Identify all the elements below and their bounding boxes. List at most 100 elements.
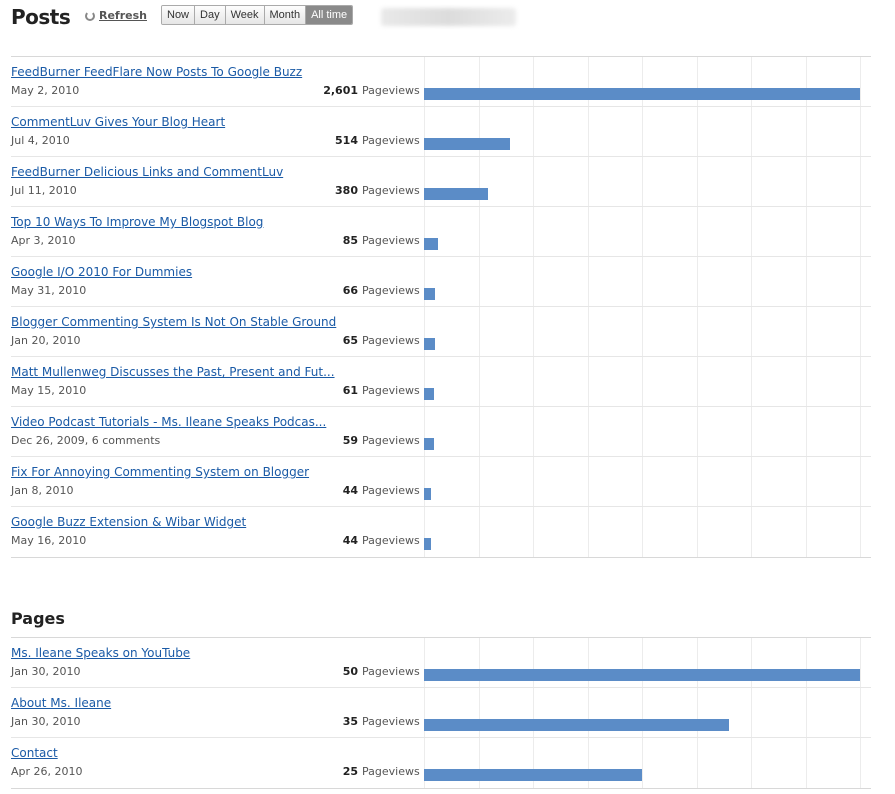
range-week-button[interactable]: Week	[225, 6, 265, 24]
pageview-count: 25	[342, 765, 358, 778]
pageview-bar	[424, 138, 510, 150]
pages-title: Pages	[11, 609, 65, 628]
list-item: Google I/O 2010 For Dummies May 31, 2010 6…	[11, 257, 871, 307]
pageview-bar	[424, 238, 438, 250]
chart-grid	[423, 257, 871, 306]
item-title-link[interactable]: Contact	[11, 746, 58, 760]
pageview-bar	[424, 488, 431, 500]
list-item: Video Podcast Tutorials - Ms. Ileane Spe…	[11, 407, 871, 457]
item-date: Jan 30, 2010	[11, 665, 81, 678]
list-item: About Ms. Ileane Jan 30, 2010 35 Pageviews	[11, 688, 871, 738]
pageview-count: 65	[342, 334, 358, 347]
list-item: FeedBurner FeedFlare Now Posts To Google…	[11, 57, 871, 107]
chart-grid	[423, 57, 871, 106]
item-date: Dec 26, 2009, 6 comments	[11, 434, 161, 447]
pageview-bar	[424, 88, 860, 100]
pageview-unit-label: Pageviews	[362, 665, 420, 678]
pageview-count: 44	[342, 534, 358, 547]
pageview-count: 50	[342, 665, 358, 678]
item-date: Jan 8, 2010	[11, 484, 74, 497]
range-day-button[interactable]: Day	[195, 6, 226, 24]
item-title-link[interactable]: Fix For Annoying Commenting System on Bl…	[11, 465, 310, 479]
item-title-link[interactable]: Google Buzz Extension & Wibar Widget	[11, 515, 247, 529]
pageview-unit-label: Pageviews	[362, 134, 420, 147]
item-date: Jul 11, 2010	[11, 184, 77, 197]
pageview-unit-label: Pageviews	[362, 434, 420, 447]
blurred-element	[381, 8, 516, 26]
chart-grid	[423, 688, 871, 737]
pageview-unit-label: Pageviews	[362, 284, 420, 297]
item-date: May 15, 2010	[11, 384, 87, 397]
pageview-count: 35	[342, 715, 358, 728]
pageview-bar	[424, 288, 435, 300]
posts-list: FeedBurner FeedFlare Now Posts To Google…	[11, 56, 871, 558]
item-title-link[interactable]: Matt Mullenweg Discusses the Past, Prese…	[11, 365, 335, 379]
item-title-link[interactable]: Blogger Commenting System Is Not On Stab…	[11, 315, 337, 329]
pageview-unit-label: Pageviews	[362, 484, 420, 497]
list-item: Fix For Annoying Commenting System on Bl…	[11, 457, 871, 507]
chart-grid	[423, 157, 871, 206]
pageview-unit-label: Pageviews	[362, 534, 420, 547]
refresh-label: Refresh	[99, 9, 147, 22]
item-date: May 31, 2010	[11, 284, 87, 297]
pageview-unit-label: Pageviews	[362, 234, 420, 247]
item-title-link[interactable]: CommentLuv Gives Your Blog Heart	[11, 115, 226, 129]
list-item: FeedBurner Delicious Links and CommentLu…	[11, 157, 871, 207]
pageview-unit-label: Pageviews	[362, 184, 420, 197]
pageview-count: 514	[335, 134, 358, 147]
chart-grid	[423, 207, 871, 256]
pageview-count: 380	[335, 184, 358, 197]
item-title-link[interactable]: About Ms. Ileane	[11, 696, 112, 710]
pageview-bar	[424, 669, 860, 681]
refresh-button[interactable]: Refresh	[85, 9, 147, 22]
item-title-link[interactable]: Top 10 Ways To Improve My Blogspot Blog	[11, 215, 264, 229]
range-month-button[interactable]: Month	[264, 6, 307, 24]
item-title-link[interactable]: FeedBurner Delicious Links and CommentLu…	[11, 165, 284, 179]
range-all-time-button[interactable]: All time	[306, 6, 353, 24]
item-title-link[interactable]: Google I/O 2010 For Dummies	[11, 265, 193, 279]
pages-list: Ms. Ileane Speaks on YouTube Jan 30, 2010…	[11, 637, 871, 789]
refresh-icon	[85, 10, 95, 21]
list-item: Google Buzz Extension & Wibar Widget May …	[11, 507, 871, 557]
pageview-count: 2,601	[323, 84, 358, 97]
pageview-count: 44	[342, 484, 358, 497]
time-range-selector: Now Day Week Month All time	[161, 5, 354, 25]
pageview-unit-label: Pageviews	[362, 334, 420, 347]
pageview-unit-label: Pageviews	[362, 715, 420, 728]
item-date: Apr 3, 2010	[11, 234, 76, 247]
pageview-bar	[424, 338, 435, 350]
list-item: Contact Apr 26, 2010 25 Pageviews	[11, 738, 871, 788]
pageview-unit-label: Pageviews	[362, 84, 420, 97]
item-title-link[interactable]: Video Podcast Tutorials - Ms. Ileane Spe…	[11, 415, 327, 429]
pageview-bar	[424, 538, 431, 550]
pageview-bar	[424, 438, 434, 450]
pageview-unit-label: Pageviews	[362, 765, 420, 778]
pageview-bar	[424, 388, 434, 400]
item-title-link[interactable]: Ms. Ileane Speaks on YouTube	[11, 646, 191, 660]
pageview-bar	[424, 188, 488, 200]
pageview-count: 61	[342, 384, 358, 397]
pageview-bar	[424, 769, 642, 781]
chart-grid	[423, 407, 871, 456]
list-item: CommentLuv Gives Your Blog Heart Jul 4, 2…	[11, 107, 871, 157]
chart-grid	[423, 107, 871, 156]
list-item: Matt Mullenweg Discusses the Past, Prese…	[11, 357, 871, 407]
item-date: Jul 4, 2010	[11, 134, 70, 147]
pageview-count: 59	[342, 434, 358, 447]
list-item: Blogger Commenting System Is Not On Stab…	[11, 307, 871, 357]
chart-grid	[423, 507, 871, 557]
chart-grid	[423, 457, 871, 506]
range-now-button[interactable]: Now	[162, 6, 196, 24]
item-date: Apr 26, 2010	[11, 765, 83, 778]
pageview-unit-label: Pageviews	[362, 384, 420, 397]
item-date: Jan 30, 2010	[11, 715, 81, 728]
chart-grid	[423, 307, 871, 356]
list-item: Top 10 Ways To Improve My Blogspot Blog A…	[11, 207, 871, 257]
chart-grid	[423, 357, 871, 406]
posts-title: Posts	[11, 5, 71, 29]
item-title-link[interactable]: FeedBurner FeedFlare Now Posts To Google…	[11, 65, 303, 79]
item-date: Jan 20, 2010	[11, 334, 81, 347]
chart-grid	[423, 638, 871, 687]
pageview-count: 66	[342, 284, 358, 297]
item-date: May 16, 2010	[11, 534, 87, 547]
